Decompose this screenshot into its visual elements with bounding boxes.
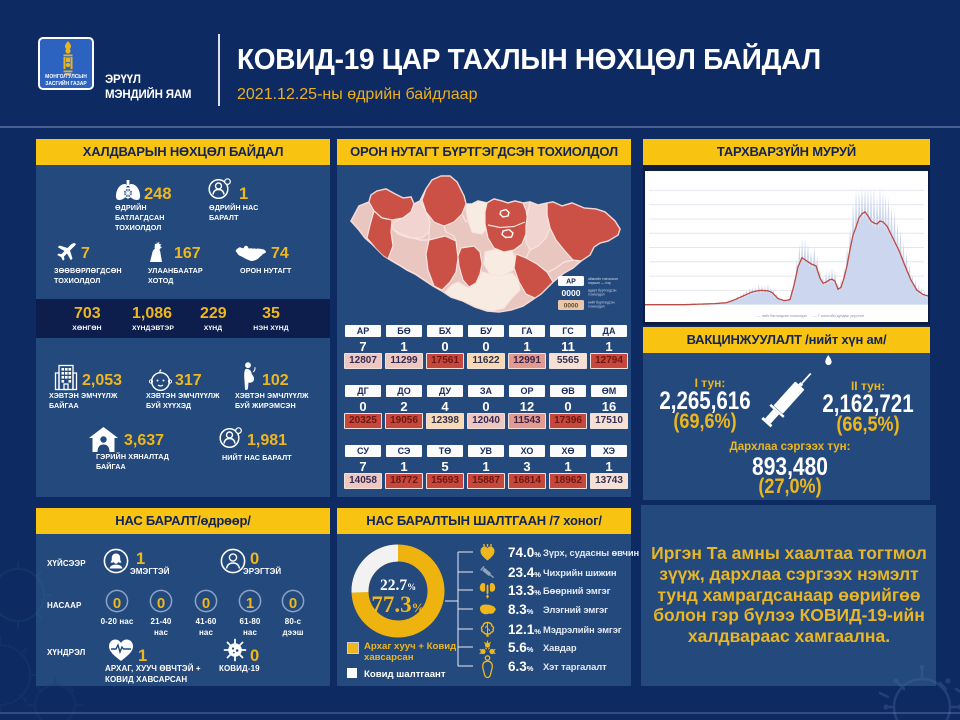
svg-text:өдөрт бүртгэгдсэн: өдөрт бүртгэгдсэн xyxy=(588,289,617,293)
svg-text:0000: 0000 xyxy=(562,288,581,298)
svg-text:0000: 0000 xyxy=(564,302,579,309)
svg-text:нэршил — нэр: нэршил — нэр xyxy=(588,281,611,285)
svg-text:АР: АР xyxy=(566,279,576,286)
svg-text:тохиолдол: тохиолдол xyxy=(588,305,605,309)
svg-text:аймгийн товчилсон: аймгийн товчилсон xyxy=(588,277,618,281)
svg-text:— 7 хоногийн дундаж үзүүлэлт: — 7 хоногийн дундаж үзүүлэлт xyxy=(813,314,865,318)
svg-text:тохиолдол: тохиолдол xyxy=(588,293,605,297)
svg-text:— нийт батлагдсан тохиолдол: — нийт батлагдсан тохиолдол xyxy=(757,314,807,318)
svg-text:нийт бүртгэгдсэн: нийт бүртгэгдсэн xyxy=(588,301,615,305)
